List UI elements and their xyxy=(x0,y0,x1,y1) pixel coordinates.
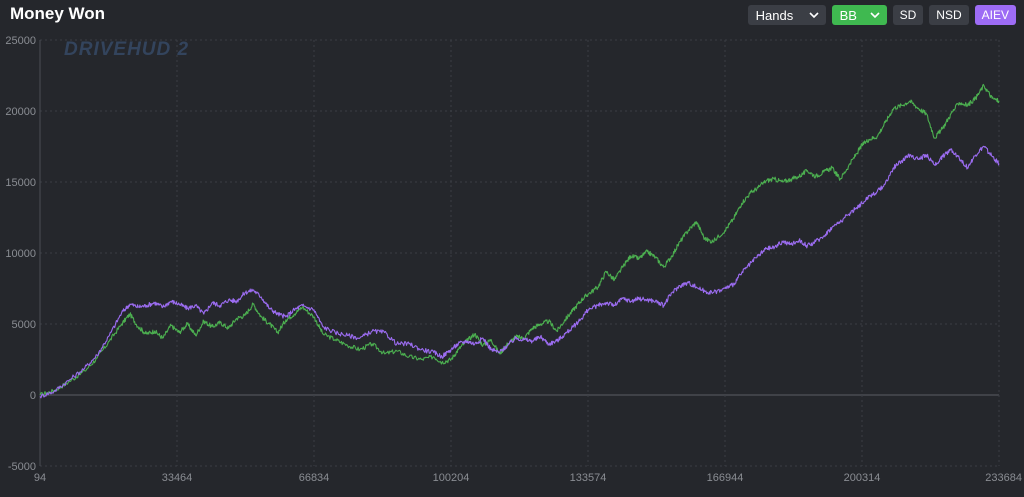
unit-dropdown-label: BB xyxy=(839,7,857,23)
series-lines xyxy=(39,83,1000,399)
x-tick-label: 200314 xyxy=(844,472,881,484)
y-tick-label: 20000 xyxy=(5,106,36,118)
chevron-down-icon xyxy=(870,12,880,19)
x-tick-label: 133574 xyxy=(570,472,607,484)
x-tick-label: 233684 xyxy=(985,472,1022,484)
hands-dropdown[interactable]: Hands xyxy=(747,5,826,25)
unit-dropdown[interactable]: BB xyxy=(831,5,887,25)
green-series-line xyxy=(39,83,1000,397)
chart-header: Money Won Hands BB SD NSD AIEV xyxy=(0,0,1024,34)
y-tick-label: 0 xyxy=(30,390,36,402)
grid-lines xyxy=(39,39,1000,467)
y-tick-label: 5000 xyxy=(12,319,36,331)
purple-series-line xyxy=(39,145,1000,399)
y-tick-label: -5000 xyxy=(8,461,36,473)
x-tick-label: 33464 xyxy=(162,472,193,484)
x-tick-label: 100204 xyxy=(433,472,470,484)
y-axis-ticks: 25000 20000 15000 10000 5000 0 -5000 xyxy=(5,35,36,473)
aiev-toggle-button[interactable]: AIEV xyxy=(974,5,1016,25)
x-tick-label: 166944 xyxy=(707,472,744,484)
y-tick-label: 10000 xyxy=(5,248,36,260)
watermark-logo: DRIVEHUD 2 xyxy=(64,39,189,60)
money-won-chart: DRIVEHUD 2 25000 20000 15000 10000 5000 0 -500… xyxy=(5,35,1022,484)
y-tick-label: 25000 xyxy=(5,35,36,47)
sd-toggle-button[interactable]: SD xyxy=(892,5,924,25)
page-title: Money Won xyxy=(10,4,106,23)
chart-area: DRIVEHUD 2 25000 20000 15000 10000 5000 0 -500… xyxy=(0,34,1024,492)
chart-controls: Hands BB SD NSD AIEV xyxy=(747,5,1016,25)
x-axis-ticks: 94 33464 66834 100204 133574 166944 200314 2336… xyxy=(34,472,1022,484)
nsd-toggle-button[interactable]: NSD xyxy=(929,5,969,25)
chevron-down-icon xyxy=(809,12,819,19)
x-tick-label: 66834 xyxy=(299,472,330,484)
y-tick-label: 15000 xyxy=(5,177,36,189)
x-tick-label: 94 xyxy=(34,472,46,484)
hands-dropdown-label: Hands xyxy=(755,7,794,23)
